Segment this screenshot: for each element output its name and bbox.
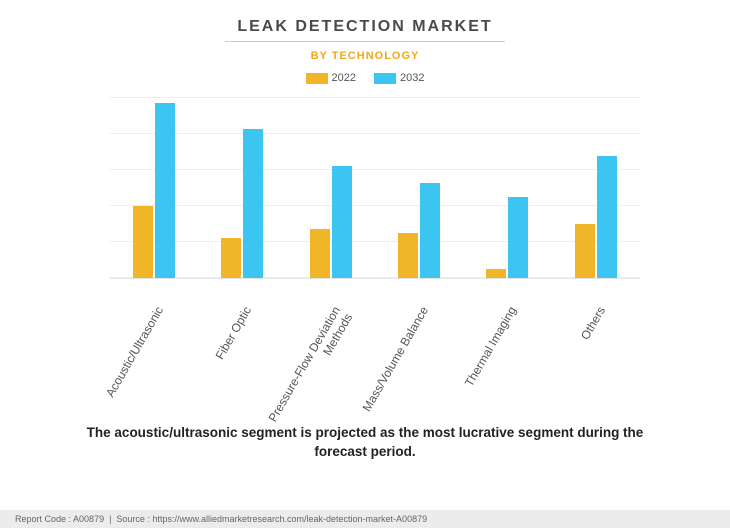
chart-plot-area	[110, 99, 640, 279]
x-axis-label: Pressure-Flow Deviation Methods	[311, 304, 351, 419]
bar-2022	[310, 229, 330, 278]
bar-group	[486, 197, 528, 278]
source-label: Source :	[116, 514, 150, 524]
bar-2022	[575, 224, 595, 278]
bars-container	[110, 99, 640, 278]
bar-group	[310, 166, 352, 278]
chart-subtitle: BY TECHNOLOGY	[30, 50, 700, 62]
chart-title: LEAK DETECTION MARKET	[30, 18, 700, 36]
bar-2032	[332, 166, 352, 278]
bar-group	[575, 156, 617, 278]
legend-swatch-2032	[374, 73, 396, 84]
x-axis-label: Acoustic/Ultrasonic	[134, 304, 174, 419]
x-axis-label-text: Fiber Optic	[172, 304, 254, 432]
footer: Report Code : A00879 | Source : https://…	[0, 510, 730, 528]
report-code: A00879	[73, 514, 104, 524]
bar-2032	[597, 156, 617, 278]
x-axis-label: Mass/Volume Balance	[399, 304, 439, 419]
legend: 2022 2032	[30, 72, 700, 84]
bar-2022	[221, 238, 241, 278]
gridline	[110, 97, 640, 98]
x-axis-label: Thermal Imaging	[487, 304, 527, 419]
bar-2022	[398, 233, 418, 278]
bar-2032	[420, 183, 440, 278]
legend-label-2022: 2022	[332, 72, 356, 84]
report-label: Report Code :	[15, 514, 71, 524]
bar-group	[398, 183, 440, 278]
legend-item-2022: 2022	[306, 72, 356, 84]
x-axis-label-text: Pressure-Flow Deviation Methods	[261, 304, 356, 440]
legend-item-2032: 2032	[374, 72, 424, 84]
legend-label-2032: 2032	[400, 72, 424, 84]
bar-group	[221, 129, 263, 278]
x-axis-labels: Acoustic/Ultrasonic Fiber Optic Pressure-F…	[110, 304, 640, 419]
x-axis-label-text: Mass/Volume Balance	[349, 304, 431, 432]
bar-2022	[133, 206, 153, 278]
legend-swatch-2022	[306, 73, 328, 84]
x-axis-label-text: Others	[526, 304, 608, 432]
chart-caption: The acoustic/ultrasonic segment is proje…	[30, 424, 700, 462]
x-axis-label-text: Acoustic/Ultrasonic	[84, 304, 166, 432]
title-underline	[225, 41, 505, 42]
bar-2022	[486, 269, 506, 278]
bar-2032	[155, 103, 175, 278]
x-axis-label: Fiber Optic	[222, 304, 262, 419]
bar-group	[133, 103, 175, 278]
x-axis-label: Others	[576, 304, 616, 419]
x-axis-label-text: Thermal Imaging	[437, 304, 519, 432]
bar-2032	[508, 197, 528, 278]
bar-2032	[243, 129, 263, 278]
source-url: https://www.alliedmarketresearch.com/lea…	[152, 514, 427, 524]
